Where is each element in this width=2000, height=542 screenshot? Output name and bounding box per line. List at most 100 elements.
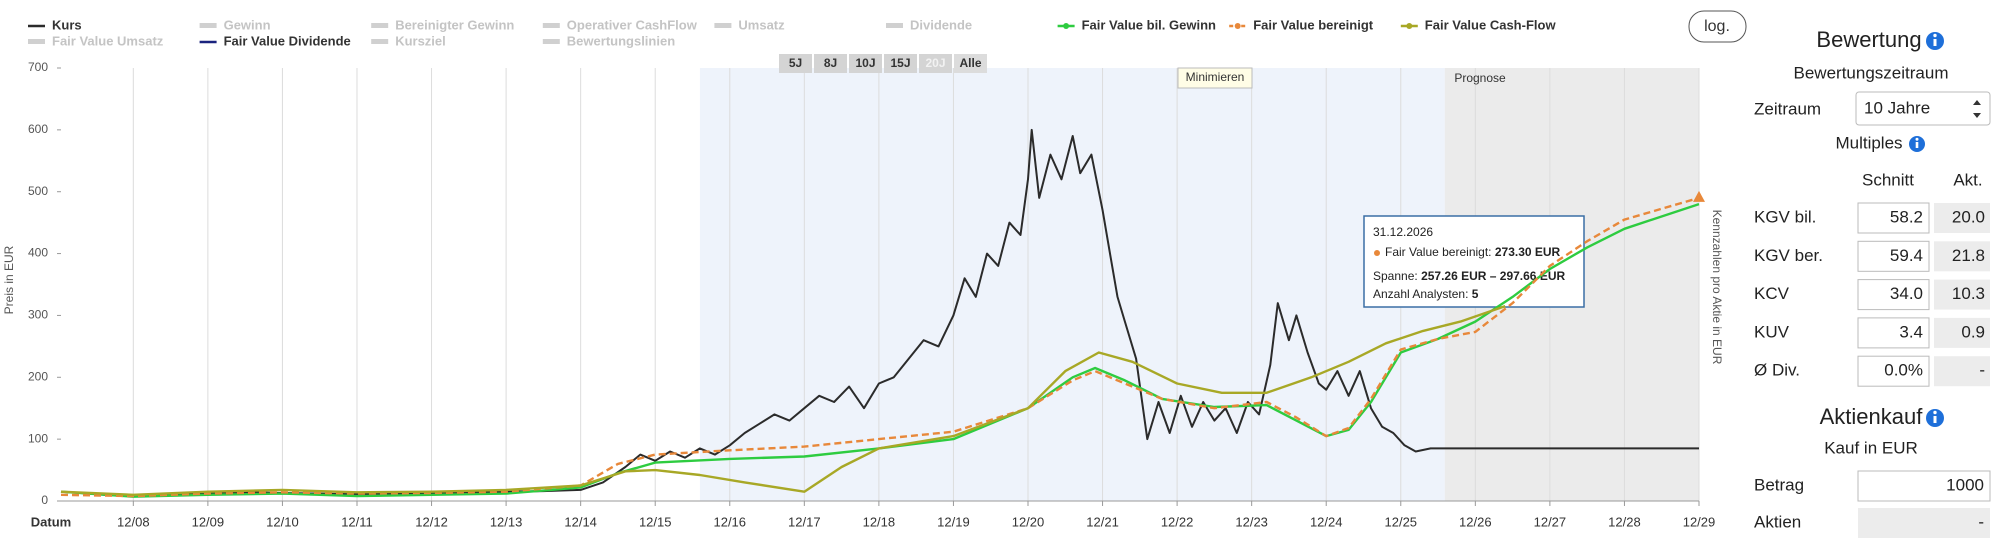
series-end-marker xyxy=(1693,190,1705,202)
x-tick-label: 12/21 xyxy=(1086,514,1119,529)
x-tick-label: 12/28 xyxy=(1608,514,1641,529)
multiple-avg[interactable]: 59.4 xyxy=(1890,246,1923,265)
legend-label[interactable]: Umsatz xyxy=(738,17,785,32)
amount-value[interactable]: 1000 xyxy=(1946,475,1984,494)
y-tick-label: 0 xyxy=(41,493,48,507)
period-label: Zeitraum xyxy=(1754,99,1821,118)
x-tick-label: 12/18 xyxy=(863,514,896,529)
multiple-input[interactable] xyxy=(1857,355,1930,387)
legend-swatch[interactable] xyxy=(371,39,389,44)
multiple-label: KCV xyxy=(1754,284,1790,303)
info-icon[interactable] xyxy=(1909,136,1925,152)
tooltip xyxy=(1363,215,1585,308)
range-button[interactable] xyxy=(814,54,847,73)
panel-subtitle: Bewertungszeitraum xyxy=(1794,63,1949,82)
buy-title: Aktienkauf xyxy=(1820,404,1924,429)
info-icon[interactable] xyxy=(1926,409,1944,427)
multiple-current-box xyxy=(1934,203,1990,233)
multiple-input[interactable] xyxy=(1857,202,1930,234)
range-button-label[interactable]: 8J xyxy=(824,56,837,70)
log-button[interactable] xyxy=(1688,10,1747,43)
amount-input[interactable] xyxy=(1857,470,1991,502)
y2-axis-label: Kennzahlen pro Aktie in EUR xyxy=(1710,210,1724,365)
range-button[interactable] xyxy=(849,54,882,73)
legend-dot[interactable] xyxy=(1234,23,1241,29)
tooltip-series: Fair Value bereinigt: xyxy=(1385,245,1492,259)
multiple-input[interactable] xyxy=(1857,240,1930,272)
multiple-input[interactable] xyxy=(1857,279,1930,311)
period-value[interactable]: 10 Jahre xyxy=(1864,98,1930,117)
range-button-label[interactable]: 5J xyxy=(789,56,802,70)
legend-label[interactable]: Gewinn xyxy=(224,17,271,32)
legend-swatch[interactable] xyxy=(714,23,732,28)
y-tick-label: 200 xyxy=(28,369,48,383)
legend-label[interactable]: Operativer CashFlow xyxy=(567,17,698,32)
legend-swatch[interactable] xyxy=(886,23,903,28)
multiple-label: KUV xyxy=(1754,322,1790,341)
minimize-button[interactable] xyxy=(1177,67,1253,89)
legend-label[interactable]: Dividende xyxy=(910,17,972,32)
range-button[interactable] xyxy=(884,54,917,73)
multiple-avg[interactable]: 34.0 xyxy=(1890,284,1923,303)
legend-label[interactable]: Bewertungslinien xyxy=(567,33,675,48)
col-cur: Akt. xyxy=(1953,170,1982,189)
legend-label[interactable]: Fair Value Cash-Flow xyxy=(1425,17,1557,32)
x-tick-label: 12/24 xyxy=(1310,514,1343,529)
multiple-current: - xyxy=(1979,361,1985,380)
legend-label[interactable]: Bereinigter Gewinn xyxy=(395,17,514,32)
range-button-label[interactable]: 15J xyxy=(890,56,910,70)
range-button-label[interactable]: 20J xyxy=(925,56,945,70)
shares-label: Aktien xyxy=(1754,512,1801,531)
forecast-label: Prognose xyxy=(1454,71,1506,85)
legend-label[interactable]: Kurs xyxy=(52,17,82,32)
x-tick-label: 12/23 xyxy=(1235,514,1268,529)
legend-label[interactable]: Fair Value bereinigt xyxy=(1253,17,1374,32)
range-button-label[interactable]: Alle xyxy=(959,56,981,70)
multiple-current: 0.9 xyxy=(1961,322,1985,341)
range-button[interactable] xyxy=(954,54,987,73)
multiple-avg[interactable]: 0.0% xyxy=(1884,361,1923,380)
tooltip-analysts-label: Anzahl Analysten: xyxy=(1373,287,1468,301)
tooltip-analysts: 5 xyxy=(1472,287,1479,301)
multiple-label: KGV bil. xyxy=(1754,207,1816,226)
x-tick-label: 12/19 xyxy=(937,514,970,529)
period-select[interactable] xyxy=(1855,91,1991,126)
legend-swatch[interactable] xyxy=(28,39,45,44)
series-line xyxy=(60,304,1506,496)
legend-swatch[interactable] xyxy=(542,23,560,28)
tooltip-dot xyxy=(1374,250,1380,256)
multiple-current: 21.8 xyxy=(1952,246,1985,265)
log-label[interactable]: log. xyxy=(1704,18,1730,35)
x-tick-label: 12/25 xyxy=(1385,514,1418,529)
range-button[interactable] xyxy=(919,54,952,73)
x-tick-label: 12/15 xyxy=(639,514,672,529)
info-icon[interactable] xyxy=(1926,32,1944,50)
tooltip-range: 257.26 EUR – 297.66 EUR xyxy=(1421,269,1565,283)
x-tick-label: 12/14 xyxy=(564,514,597,529)
tooltip-range-line: Spanne: 257.26 EUR – 297.66 EUR xyxy=(1373,269,1565,283)
legend-label[interactable]: Fair Value Dividende xyxy=(224,33,351,48)
legend-dot[interactable] xyxy=(1063,23,1070,29)
minimize-label[interactable]: Minimieren xyxy=(1186,70,1245,84)
x-tick-label: 12/13 xyxy=(490,514,523,529)
legend-label[interactable]: Kursziel xyxy=(395,33,446,48)
multiple-input[interactable] xyxy=(1857,317,1930,349)
legend-label[interactable]: Fair Value bil. Gewinn xyxy=(1082,17,1216,32)
range-button-label[interactable]: 10J xyxy=(855,56,875,70)
multiple-label: KGV ber. xyxy=(1754,246,1823,265)
range-button[interactable] xyxy=(779,54,812,73)
x-tick-label: 12/16 xyxy=(713,514,746,529)
multiple-avg[interactable]: 3.4 xyxy=(1899,322,1923,341)
legend-label[interactable]: Fair Value Umsatz xyxy=(52,33,164,48)
shares-value: - xyxy=(1978,512,1984,531)
select-arrows xyxy=(1973,100,1981,118)
buy-subtitle: Kauf in EUR xyxy=(1824,438,1918,457)
legend-dot[interactable] xyxy=(1406,23,1413,29)
legend-swatch[interactable] xyxy=(199,23,217,28)
series-line xyxy=(60,202,1700,498)
multiple-avg[interactable]: 58.2 xyxy=(1890,207,1923,226)
legend-swatch[interactable] xyxy=(542,39,560,44)
legend-swatch[interactable] xyxy=(371,23,389,28)
multiple-label: Ø Div. xyxy=(1754,361,1800,380)
